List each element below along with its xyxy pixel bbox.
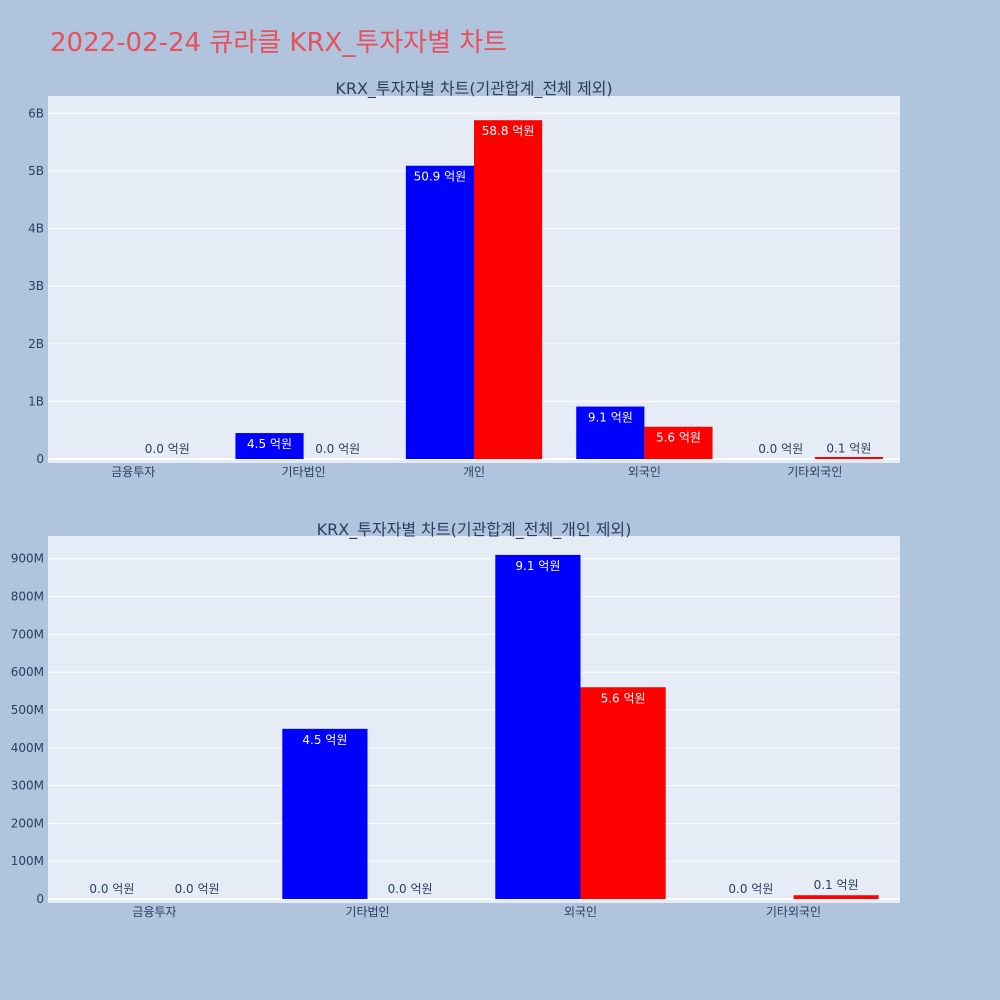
page-title: 2022-02-24 큐라클 KRX_투자자별 차트 — [50, 28, 508, 58]
data-label: 0.0 억원 — [388, 882, 433, 896]
bar — [495, 554, 581, 899]
data-label: 5.6 억원 — [601, 691, 646, 705]
data-label: 0.0 억원 — [728, 882, 773, 896]
data-label: 9.1 억원 — [515, 559, 560, 573]
y-tick-label: 5B — [28, 164, 44, 178]
x-tick-label: 기타법인 — [282, 465, 326, 479]
bar — [580, 687, 666, 899]
y-tick-label: 600M — [11, 665, 44, 679]
y-tick-label: 400M — [11, 741, 44, 755]
data-label: 4.5 억원 — [247, 437, 292, 451]
bar — [576, 406, 645, 459]
bar — [235, 433, 304, 459]
data-label: 0.0 억원 — [315, 442, 360, 456]
y-tick-label: 2B — [28, 337, 44, 351]
y-tick-label: 4B — [28, 222, 44, 236]
x-tick-label: 금융투자 — [111, 465, 155, 479]
data-label: 0.0 억원 — [175, 882, 220, 896]
x-tick-label: 외국인 — [628, 465, 661, 479]
x-tick-label: 개인 — [463, 465, 485, 479]
data-label: 9.1 억원 — [588, 411, 633, 425]
data-label: 50.9 억원 — [414, 170, 467, 184]
data-label: 5.6 억원 — [656, 431, 701, 445]
bar — [793, 895, 879, 899]
y-tick-label: 900M — [11, 552, 44, 566]
bar — [405, 165, 474, 459]
y-tick-label: 0 — [36, 892, 44, 906]
x-tick-label: 금융투자 — [132, 905, 176, 919]
y-tick-label: 500M — [11, 703, 44, 717]
data-label: 58.8 억원 — [482, 124, 535, 138]
data-label: 0.1 억원 — [814, 878, 859, 892]
data-label: 0.1 억원 — [826, 441, 871, 455]
y-tick-label: 800M — [11, 590, 44, 604]
y-tick-label: 700M — [11, 627, 44, 641]
y-tick-label: 200M — [11, 816, 44, 830]
data-label: 0.0 억원 — [145, 442, 190, 456]
bar — [814, 457, 883, 459]
data-label: 4.5 억원 — [302, 733, 347, 747]
data-label: 0.0 억원 — [758, 442, 803, 456]
x-tick-label: 외국인 — [564, 905, 597, 919]
x-tick-label: 기타외국인 — [766, 905, 821, 919]
y-tick-label: 100M — [11, 854, 44, 868]
bar — [474, 120, 543, 459]
y-tick-label: 300M — [11, 779, 44, 793]
y-tick-label: 6B — [28, 106, 44, 120]
x-tick-label: 기타법인 — [345, 905, 389, 919]
bar — [282, 728, 368, 899]
x-tick-label: 기타외국인 — [787, 465, 842, 479]
data-label: 0.0 억원 — [89, 882, 134, 896]
y-tick-label: 1B — [28, 394, 44, 408]
bar — [644, 426, 713, 459]
y-tick-label: 3B — [28, 279, 44, 293]
y-tick-label: 0 — [36, 452, 44, 466]
chart-title-2: KRX_투자자별 차트(기관합계_전체_개인 제외) — [317, 520, 632, 540]
plot-area-2 — [48, 536, 900, 903]
chart-title-1: KRX_투자자별 차트(기관합계_전체 제외) — [335, 79, 612, 99]
